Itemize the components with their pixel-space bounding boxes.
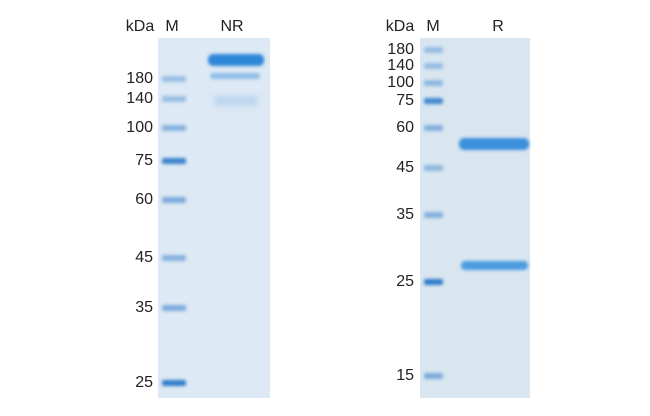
lane-label: M [426,18,439,35]
marker-band [162,305,186,311]
marker-band [162,380,186,386]
band [208,54,264,66]
lane-label: NR [220,18,243,35]
band [214,96,258,106]
marker-label: 25 [396,273,414,290]
marker-band [162,255,186,261]
marker-band [424,47,443,53]
marker-band [424,80,443,86]
gel-left [158,38,270,398]
marker-label: 15 [396,367,414,384]
marker-band [162,76,186,82]
band [461,261,528,270]
unit-label: kDa [126,18,155,35]
marker-label: 100 [387,74,414,91]
lane-label: R [492,18,504,35]
marker-label: 25 [135,374,153,391]
marker-label: 75 [396,92,414,109]
marker-band [162,158,186,164]
band [210,73,260,79]
marker-label: 180 [387,41,414,58]
marker-band [424,63,443,69]
marker-label: 75 [135,152,153,169]
marker-band [424,279,443,285]
unit-label: kDa [386,18,415,35]
marker-label: 100 [126,119,153,136]
marker-label: 180 [126,70,153,87]
marker-band [424,125,443,131]
marker-label: 140 [387,57,414,74]
marker-label: 140 [126,90,153,107]
marker-label: 35 [135,299,153,316]
marker-band [162,96,186,102]
marker-band [424,98,443,104]
marker-label: 45 [135,249,153,266]
marker-band [424,212,443,218]
marker-label: 60 [396,119,414,136]
marker-band [162,125,186,131]
marker-band [424,165,443,171]
lane-label: M [165,18,178,35]
band [459,138,529,150]
marker-label: 60 [135,191,153,208]
marker-label: 45 [396,159,414,176]
marker-label: 35 [396,206,414,223]
marker-band [162,197,186,203]
marker-band [424,373,443,379]
